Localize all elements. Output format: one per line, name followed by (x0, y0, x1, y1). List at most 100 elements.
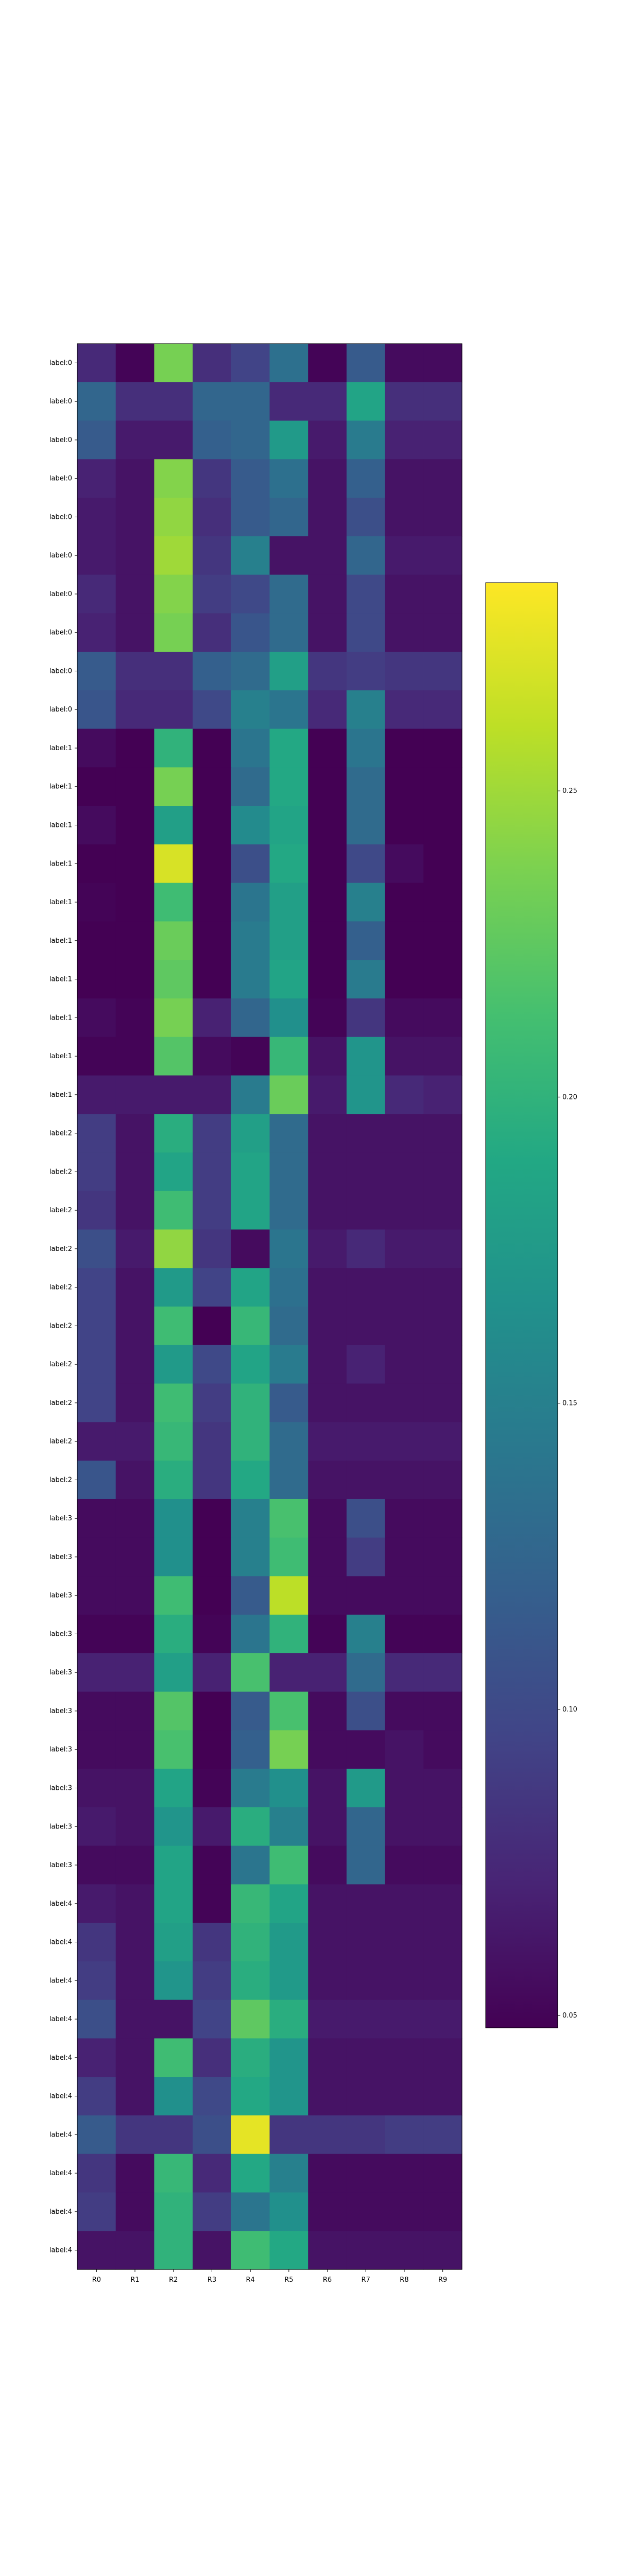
heatmap-cell-r35-c6 (308, 1691, 347, 1731)
heatmap-cell-r39-c2 (154, 1845, 193, 1885)
heatmap-cell-r31-c1 (115, 1537, 154, 1577)
colorbar-tick-label: 0.15 (562, 1400, 577, 1408)
heatmap-cell-r44-c7 (346, 2038, 386, 2077)
x-tick-label: R6 (323, 2276, 332, 2284)
heatmap-cell-r18-c3 (193, 1037, 232, 1076)
heatmap-cell-r44-c5 (269, 2038, 308, 2077)
x-tick-label: R0 (92, 2276, 101, 2284)
heatmap-cell-r22-c5 (269, 1191, 308, 1230)
x-tick-label: R4 (246, 2276, 254, 2284)
heatmap-cell-r37-c7 (346, 1769, 386, 1808)
heatmap-cell-r40-c7 (346, 1884, 386, 1923)
heatmap-cell-r23-c2 (154, 1229, 193, 1268)
heatmap-cell-r26-c1 (115, 1345, 154, 1384)
heatmap-cell-r22-c7 (346, 1191, 386, 1230)
heatmap-cell-r26-c6 (308, 1345, 347, 1384)
heatmap-cell-r49-c8 (385, 2231, 424, 2270)
heatmap-cell-r7-c4 (231, 613, 270, 652)
heatmap-cell-r9-c3 (193, 690, 232, 730)
heatmap-cell-r27-c9 (423, 1383, 462, 1422)
y-tick-label: label:2 (49, 1476, 72, 1484)
heatmap-cell-r28-c5 (269, 1422, 308, 1461)
heatmap-cell-r21-c2 (154, 1152, 193, 1192)
heatmap-cell-r21-c6 (308, 1152, 347, 1192)
heatmap-cell-r29-c7 (346, 1461, 386, 1500)
heatmap-cell-r11-c3 (193, 767, 232, 806)
heatmap-cell-r31-c6 (308, 1537, 347, 1577)
heatmap-cell-r45-c2 (154, 2077, 193, 2116)
heatmap-cell-r16-c5 (269, 960, 308, 999)
heatmap-cell-r17-c4 (231, 998, 270, 1038)
heatmap-cell-r9-c4 (231, 690, 270, 730)
y-tick-label: label:3 (49, 1669, 72, 1676)
y-tick-label: label:3 (49, 1861, 72, 1869)
heatmap-cell-r44-c4 (231, 2038, 270, 2077)
heatmap-frame (77, 343, 462, 2270)
heatmap-cell-r44-c6 (308, 2038, 347, 2077)
heatmap-cell-r49-c1 (115, 2231, 154, 2270)
heatmap-cell-r24-c6 (308, 1268, 347, 1307)
y-tick-label: label:2 (49, 1168, 72, 1176)
heatmap-cell-r9-c0 (77, 690, 116, 730)
heatmap-cell-r2-c5 (269, 420, 308, 460)
heatmap-cell-r23-c9 (423, 1229, 462, 1268)
heatmap-cell-r40-c2 (154, 1884, 193, 1923)
heatmap-cell-r33-c6 (308, 1615, 347, 1654)
heatmap-cell-r17-c5 (269, 998, 308, 1038)
heatmap-cell-r40-c4 (231, 1884, 270, 1923)
heatmap-cell-r29-c3 (193, 1461, 232, 1500)
heatmap-cell-r10-c8 (385, 728, 424, 768)
heatmap-cell-r45-c6 (308, 2077, 347, 2116)
heatmap-cell-r35-c4 (231, 1691, 270, 1731)
colorbar-tick-label: 0.20 (562, 1093, 577, 1101)
heatmap-cell-r8-c2 (154, 652, 193, 691)
colorbar: 0.05 0.10 0.15 0.20 0.25 (485, 582, 577, 2028)
y-tick-label: label:4 (49, 2054, 72, 2062)
y-tick-label: label:1 (49, 1091, 72, 1099)
heatmap-cell-r33-c5 (269, 1615, 308, 1654)
heatmap-cell-r36-c8 (385, 1730, 424, 1769)
heatmap-cell-r31-c9 (423, 1537, 462, 1577)
heatmap-cell-r41-c8 (385, 1923, 424, 1962)
colorbar-tick-label: 0.25 (562, 787, 577, 795)
heatmap-cell-r19-c3 (193, 1075, 232, 1114)
heatmap-cell-r38-c0 (77, 1807, 116, 1846)
heatmap-cell-r35-c2 (154, 1691, 193, 1731)
y-tick-label: label:3 (49, 1785, 72, 1792)
heatmap-cell-r47-c3 (193, 2154, 232, 2193)
heatmap-cell-r10-c7 (346, 728, 386, 768)
heatmap-cell-r46-c1 (115, 2115, 154, 2155)
heatmap-cell-r45-c7 (346, 2077, 386, 2116)
heatmap-cell-r41-c9 (423, 1923, 462, 1962)
heatmap-cell-r21-c7 (346, 1152, 386, 1192)
colorbar-tick-label: 0.10 (562, 1706, 577, 1714)
heatmap-cell-r32-c9 (423, 1576, 462, 1615)
heatmap-cell-r43-c5 (269, 1999, 308, 2039)
y-tick-label: label:2 (49, 1438, 72, 1446)
heatmap-cell-r32-c6 (308, 1576, 347, 1615)
heatmap-cell-r40-c3 (193, 1884, 232, 1923)
heatmap-cell-r25-c4 (231, 1307, 270, 1346)
heatmap-cell-r21-c9 (423, 1152, 462, 1192)
heatmap-cell-r48-c7 (346, 2192, 386, 2231)
heatmap-cell-r49-c9 (423, 2231, 462, 2270)
heatmap-cell-r44-c2 (154, 2038, 193, 2077)
heatmap-cell-r3-c7 (346, 459, 386, 498)
heatmap-cell-r33-c3 (193, 1615, 232, 1654)
x-tick-label: R8 (400, 2276, 408, 2284)
heatmap-cell-r14-c7 (346, 883, 386, 922)
heatmap-cell-r13-c1 (115, 844, 154, 884)
heatmap-cell-r3-c9 (423, 459, 462, 498)
heatmap-cell-r31-c5 (269, 1537, 308, 1577)
heatmap-cell-r48-c4 (231, 2192, 270, 2231)
heatmap-cell-r42-c6 (308, 1961, 347, 2001)
heatmap-cell-r13-c0 (77, 844, 116, 884)
heatmap-cell-r42-c4 (231, 1961, 270, 2001)
heatmap-cell-r38-c2 (154, 1807, 193, 1846)
heatmap-cell-r38-c9 (423, 1807, 462, 1846)
colorbar-tick-label: 0.05 (562, 2012, 577, 2020)
heatmap-cell-r18-c1 (115, 1037, 154, 1076)
heatmap-cell-r34-c7 (346, 1653, 386, 1692)
heatmap-cell-r47-c6 (308, 2154, 347, 2193)
heatmap-cell-r12-c6 (308, 806, 347, 845)
